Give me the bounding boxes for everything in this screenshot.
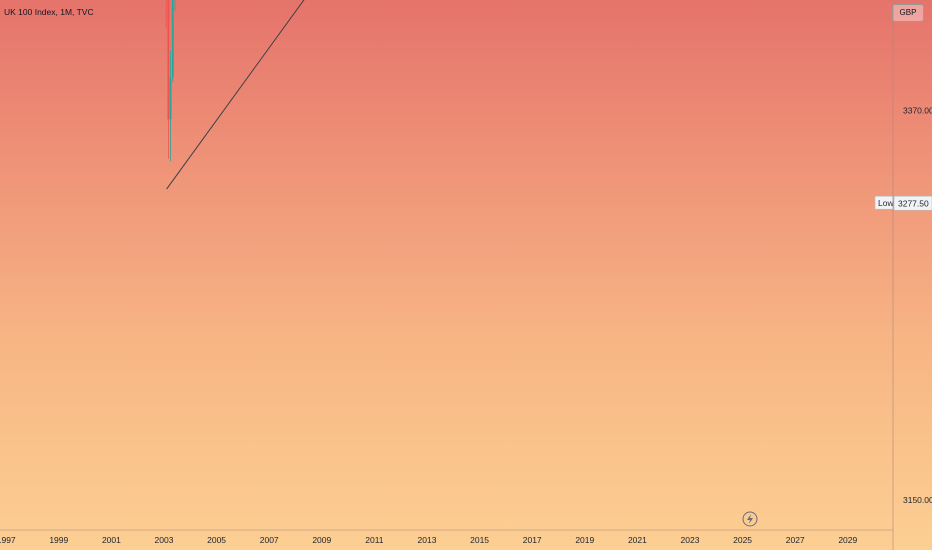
year-tick-label: 2011	[365, 535, 384, 545]
price-tick-label: 3370.00	[903, 105, 932, 115]
low-label: Low	[878, 198, 894, 208]
low-price-tag-bg	[893, 195, 932, 211]
year-tick-label: 2003	[155, 535, 174, 545]
year-tick-label: 2023	[681, 535, 700, 545]
year-tick-label: 2009	[312, 535, 331, 545]
year-tick-label: 2015	[470, 535, 489, 545]
year-tick-label: 2013	[418, 535, 437, 545]
year-tick-label: 2029	[838, 535, 857, 545]
year-tick-label: 2001	[102, 535, 121, 545]
year-tick-label: 2017	[523, 535, 542, 545]
bolt-icon[interactable]	[742, 511, 758, 527]
year-tick-label: 2007	[260, 535, 279, 545]
price-tick-label: 3150.00	[903, 495, 932, 505]
year-tick-label: 1999	[49, 535, 68, 545]
drawing-layer	[166, 0, 305, 190]
year-tick-label: 1997	[0, 535, 16, 545]
candle-body	[171, 0, 174, 78]
candles-layer	[165, 0, 176, 162]
year-tick-label: 2005	[207, 535, 226, 545]
chart-title: UK 100 Index, 1M, TVC	[4, 7, 94, 17]
candle-body	[169, 77, 172, 120]
year-tick-label: 2027	[786, 535, 805, 545]
time-axis[interactable]: 1997 1999 2001 2003 2005 2007 2009 2011 2013 2015…	[0, 0, 894, 550]
year-tick-label: 2019	[575, 535, 594, 545]
year-tick-label: 2025	[733, 535, 752, 545]
year-tick-label: 2021	[628, 535, 647, 545]
currency-button[interactable]: GBP	[892, 4, 924, 22]
candle-body	[167, 0, 170, 120]
price-axis[interactable]: 11200.0010400.009600.008800.006350.00595…	[873, 0, 932, 505]
low-price-tag: 3277.50	[898, 199, 929, 209]
trend-line	[166, 0, 305, 190]
